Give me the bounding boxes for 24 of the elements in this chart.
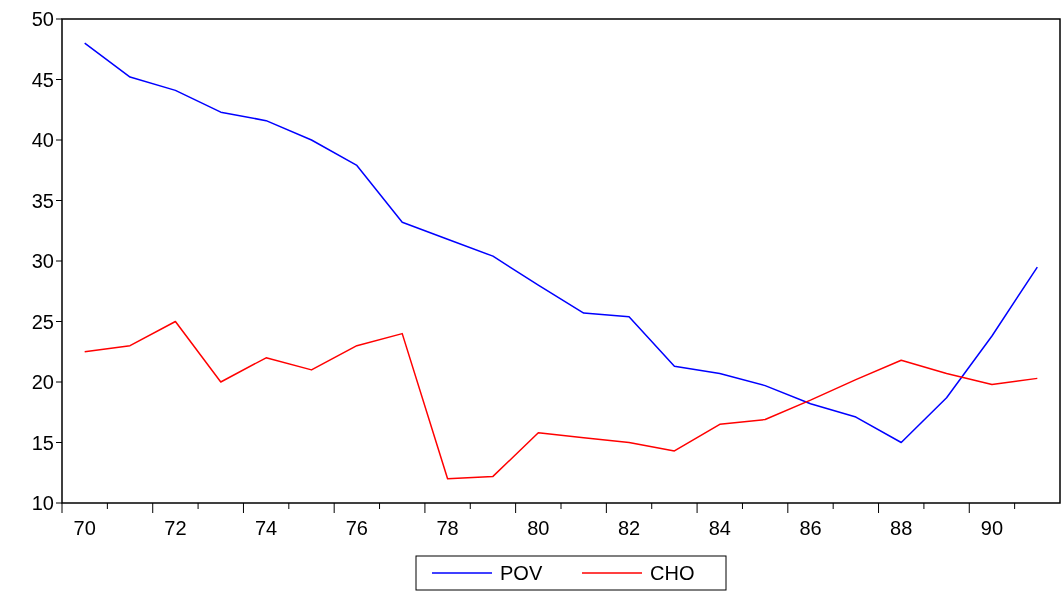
legend-label: CHO — [650, 562, 695, 584]
y-tick-label: 35 — [31, 189, 54, 212]
y-tick-label: 40 — [31, 129, 54, 151]
line-series — [83, 42, 1039, 444]
x-tick-label: 76 — [345, 517, 368, 539]
y-tick-label: 15 — [31, 431, 54, 454]
x-tick-label: 86 — [799, 517, 822, 539]
y-tick-label: 50 — [31, 8, 54, 30]
x-tick-label: 72 — [164, 517, 187, 539]
y-tick-label: 30 — [31, 250, 54, 272]
line-series — [83, 320, 1039, 480]
x-tick-label: 80 — [527, 517, 550, 539]
legend-label: POV — [500, 562, 543, 584]
x-tick-label: 70 — [73, 517, 96, 539]
y-tick-label: 20 — [31, 371, 54, 393]
x-tick-label: 82 — [617, 517, 641, 539]
x-tick-label: 84 — [708, 517, 731, 539]
y-tick-label: 10 — [31, 492, 54, 514]
x-tick-label: 78 — [436, 517, 459, 539]
y-tick-label: 25 — [31, 310, 54, 333]
y-tick-label: 45 — [31, 68, 54, 91]
x-tick-label: 88 — [890, 517, 913, 539]
x-tick-label: 90 — [980, 517, 1004, 539]
x-tick-label: 74 — [255, 517, 278, 539]
